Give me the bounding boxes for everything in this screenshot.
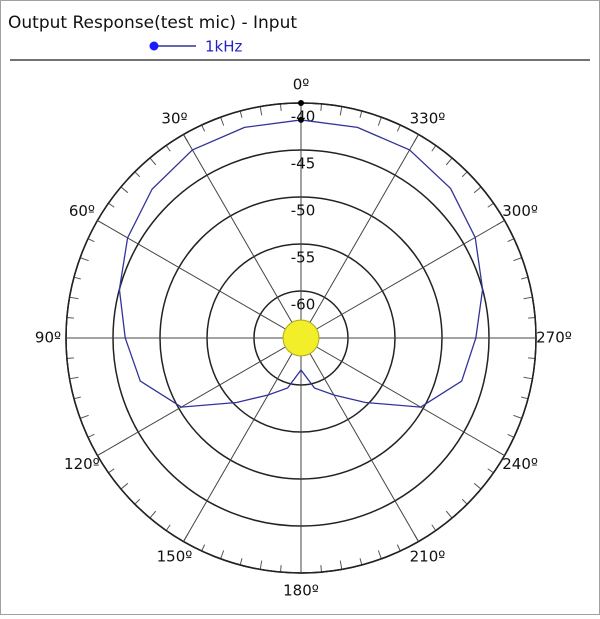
- minor-tick: [528, 317, 536, 319]
- angle-label: 240º: [502, 455, 538, 473]
- minor-tick: [431, 145, 437, 152]
- minor-tick: [66, 317, 74, 319]
- minor-tick: [320, 103, 322, 111]
- minor-tick: [220, 117, 225, 126]
- minor-tick: [523, 296, 533, 300]
- angle-label: 120º: [64, 455, 100, 473]
- minor-tick: [507, 433, 515, 438]
- angle-label: 60º: [69, 202, 95, 220]
- minor-tick: [201, 544, 206, 552]
- minor-tick: [73, 276, 81, 280]
- minor-tick: [445, 510, 453, 519]
- r-tick-label: -50: [291, 202, 316, 220]
- minor-tick: [239, 558, 243, 566]
- minor-tick: [80, 257, 89, 262]
- minor-tick: [220, 550, 225, 559]
- minor-tick: [487, 468, 494, 474]
- spoke: [183, 337, 302, 542]
- angle-label: 300º: [502, 202, 538, 220]
- minor-tick: [149, 510, 157, 519]
- minor-tick: [280, 103, 282, 111]
- minor-tick: [507, 238, 515, 243]
- legend-marker: [149, 41, 159, 51]
- spoke: [300, 134, 419, 339]
- spoke: [300, 337, 505, 456]
- angle-label: 210º: [410, 548, 446, 566]
- minor-tick: [201, 124, 206, 132]
- minor-tick: [445, 157, 453, 166]
- minor-tick: [108, 202, 115, 208]
- angle-label: 90º: [35, 329, 61, 347]
- minor-tick: [396, 124, 401, 132]
- minor-tick: [69, 376, 79, 380]
- minor-tick: [239, 110, 243, 118]
- minor-tick: [339, 560, 343, 570]
- minor-tick: [66, 357, 74, 359]
- spoke: [97, 220, 302, 339]
- minor-tick: [521, 396, 529, 400]
- minor-tick: [259, 560, 263, 570]
- minor-tick: [359, 558, 363, 566]
- minor-tick: [473, 482, 482, 490]
- minor-tick: [528, 357, 536, 359]
- minor-tick: [377, 117, 382, 126]
- legend-label: 1kHz: [205, 38, 243, 56]
- plot-area: 0º 30º 60º 90º 120º 150º 180º 210º 240º 270º 300º 3…: [35, 76, 572, 600]
- angle-label: 150º: [157, 548, 193, 566]
- minor-tick: [120, 186, 129, 194]
- minor-tick: [69, 296, 79, 300]
- minor-tick: [431, 524, 437, 531]
- minor-tick: [396, 544, 401, 552]
- top-dot: [298, 100, 304, 106]
- minor-tick: [165, 145, 171, 152]
- r-tick-label: -45: [291, 155, 316, 173]
- spoke: [300, 337, 419, 542]
- minor-tick: [280, 565, 282, 573]
- series-start-marker: [298, 116, 304, 123]
- minor-tick: [521, 276, 529, 280]
- r-tick-label: -60: [291, 296, 316, 314]
- minor-tick: [134, 498, 141, 505]
- minor-tick: [513, 257, 522, 262]
- minor-tick: [120, 482, 129, 490]
- angle-label: 180º: [283, 582, 319, 600]
- angle-label: 0º: [293, 76, 310, 94]
- minor-tick: [87, 238, 95, 243]
- spoke: [97, 337, 302, 456]
- minor-tick: [259, 106, 263, 116]
- series-line: [118, 119, 484, 408]
- minor-tick: [523, 376, 533, 380]
- minor-tick: [320, 565, 322, 573]
- minor-tick: [134, 171, 141, 178]
- r-tick-label: -55: [291, 249, 316, 267]
- minor-tick: [339, 106, 343, 116]
- r-tick-label: -40: [291, 108, 316, 126]
- minor-tick: [73, 396, 81, 400]
- minor-tick: [461, 498, 468, 505]
- minor-tick: [165, 524, 171, 531]
- chart-title: Output Response(test mic) - Input: [8, 13, 297, 33]
- spoke: [300, 220, 505, 339]
- minor-tick: [108, 468, 115, 474]
- minor-tick: [149, 157, 157, 166]
- minor-tick: [87, 433, 95, 438]
- minor-tick: [487, 202, 494, 208]
- angle-label: 30º: [161, 109, 187, 127]
- spoke: [183, 134, 302, 339]
- minor-tick: [377, 550, 382, 559]
- minor-tick: [461, 171, 468, 178]
- angle-label: 330º: [410, 109, 446, 127]
- angle-label: 270º: [536, 329, 572, 347]
- minor-tick: [513, 414, 522, 419]
- minor-tick: [473, 186, 482, 194]
- minor-tick: [80, 414, 89, 419]
- minor-tick: [359, 110, 363, 118]
- center-marker: [282, 319, 320, 357]
